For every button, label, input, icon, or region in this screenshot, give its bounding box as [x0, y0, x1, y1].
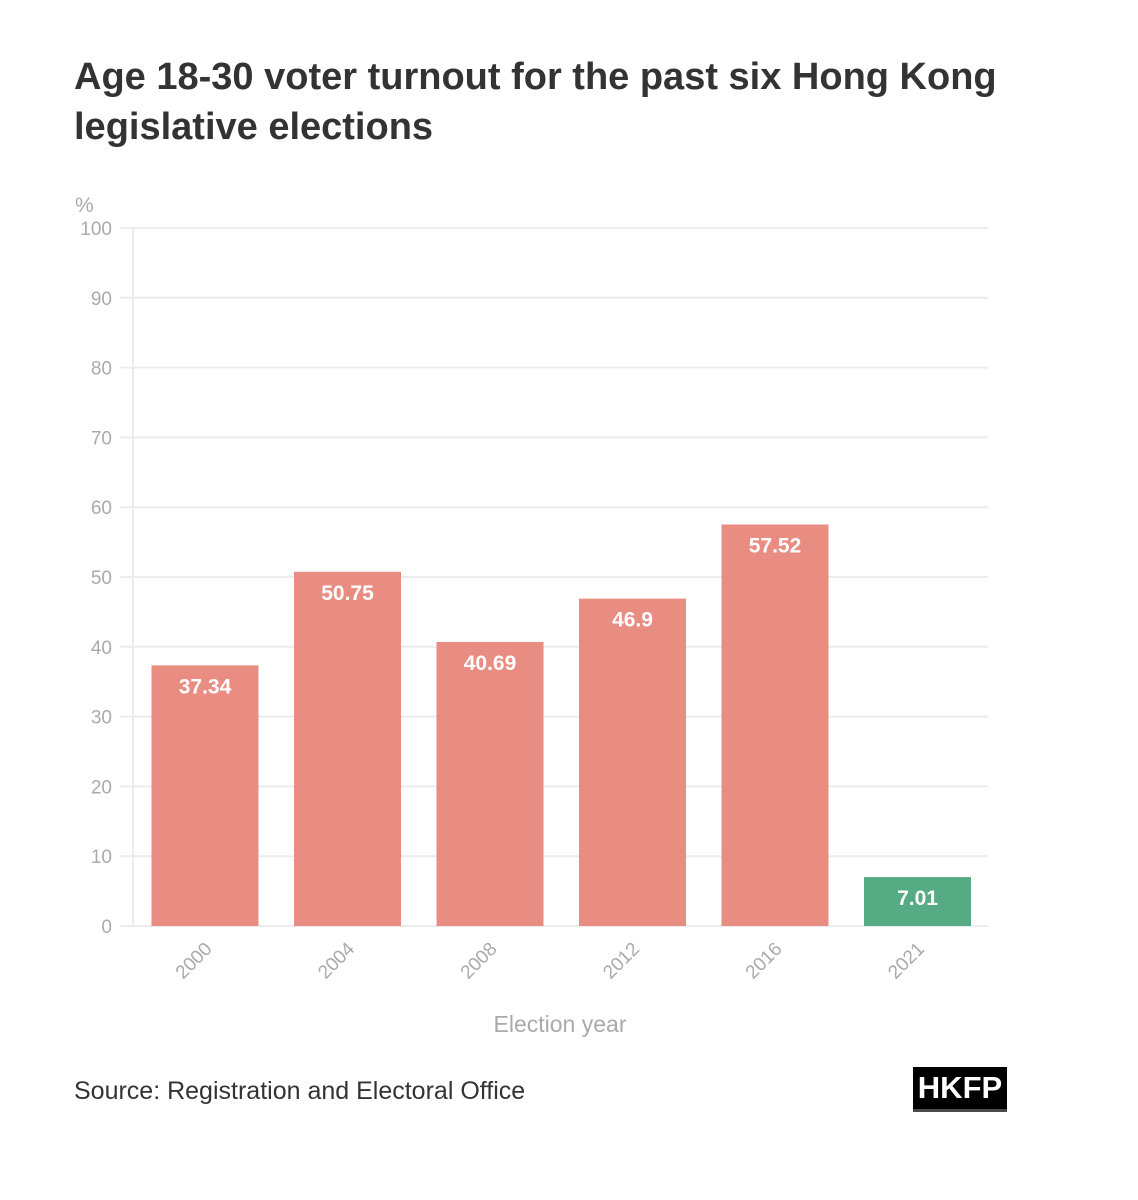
- chart-title: Age 18-30 voter turnout for the past six…: [74, 56, 997, 148]
- y-axis-label: %: [75, 194, 94, 217]
- x-tick-label-2004: 2004: [314, 938, 359, 983]
- y-tick-label-0: 0: [101, 917, 112, 938]
- x-tick-label-2000: 2000: [172, 939, 217, 984]
- hkfp-logo: HKFP: [913, 1067, 1007, 1109]
- bar-value-label-2016: 57.52: [749, 535, 802, 558]
- y-tick-label-90: 90: [91, 289, 112, 310]
- bar-value-label-2012: 46.9: [612, 609, 653, 632]
- bar-value-label-2008: 40.69: [464, 652, 517, 675]
- bar-chart: 0 10 20 30 40 50 60 70 80 90 100% 37.34 50.75 40.69 4…: [75, 194, 988, 1037]
- bar-2000: [151, 665, 259, 926]
- y-tick-label-30: 30: [91, 708, 112, 729]
- y-tick-label-10: 10: [91, 847, 112, 868]
- x-tick-label-2008: 2008: [457, 939, 502, 984]
- bar-2021: [864, 877, 971, 926]
- y-tick-label-50: 50: [91, 568, 112, 589]
- x-tick-label-2012: 2012: [599, 939, 644, 984]
- x-axis: 2000 2004 2008 2012 2016 2021 Election year: [172, 938, 929, 1037]
- source-note: Source: Registration and Electoral Offic…: [74, 1077, 526, 1105]
- bar-2012: [579, 598, 686, 926]
- bar-2016: [721, 524, 829, 926]
- bar-2008: [436, 641, 544, 926]
- x-tick-label-2016: 2016: [742, 939, 787, 984]
- bars: 37.34 50.75 40.69 46.9 57.52 7.01: [151, 524, 971, 926]
- bar-value-label-2004: 50.75: [321, 582, 374, 605]
- bar-2004: [294, 571, 401, 926]
- x-axis-label: Election year: [494, 1011, 627, 1037]
- bar-value-label-2021: 7.01: [897, 887, 938, 910]
- y-tick-label-80: 80: [91, 359, 112, 380]
- bar-value-label-2000: 37.34: [179, 675, 232, 698]
- y-axis: 0 10 20 30 40 50 60 70 80 90 100%: [75, 194, 134, 938]
- y-tick-label-20: 20: [91, 777, 112, 798]
- y-tick-label-70: 70: [91, 428, 112, 449]
- y-tick-label-100: 100: [80, 219, 112, 240]
- x-tick-label-2021: 2021: [884, 939, 929, 984]
- gridlines: [120, 227, 988, 927]
- y-tick-label-40: 40: [91, 638, 112, 659]
- y-tick-label-60: 60: [91, 498, 112, 519]
